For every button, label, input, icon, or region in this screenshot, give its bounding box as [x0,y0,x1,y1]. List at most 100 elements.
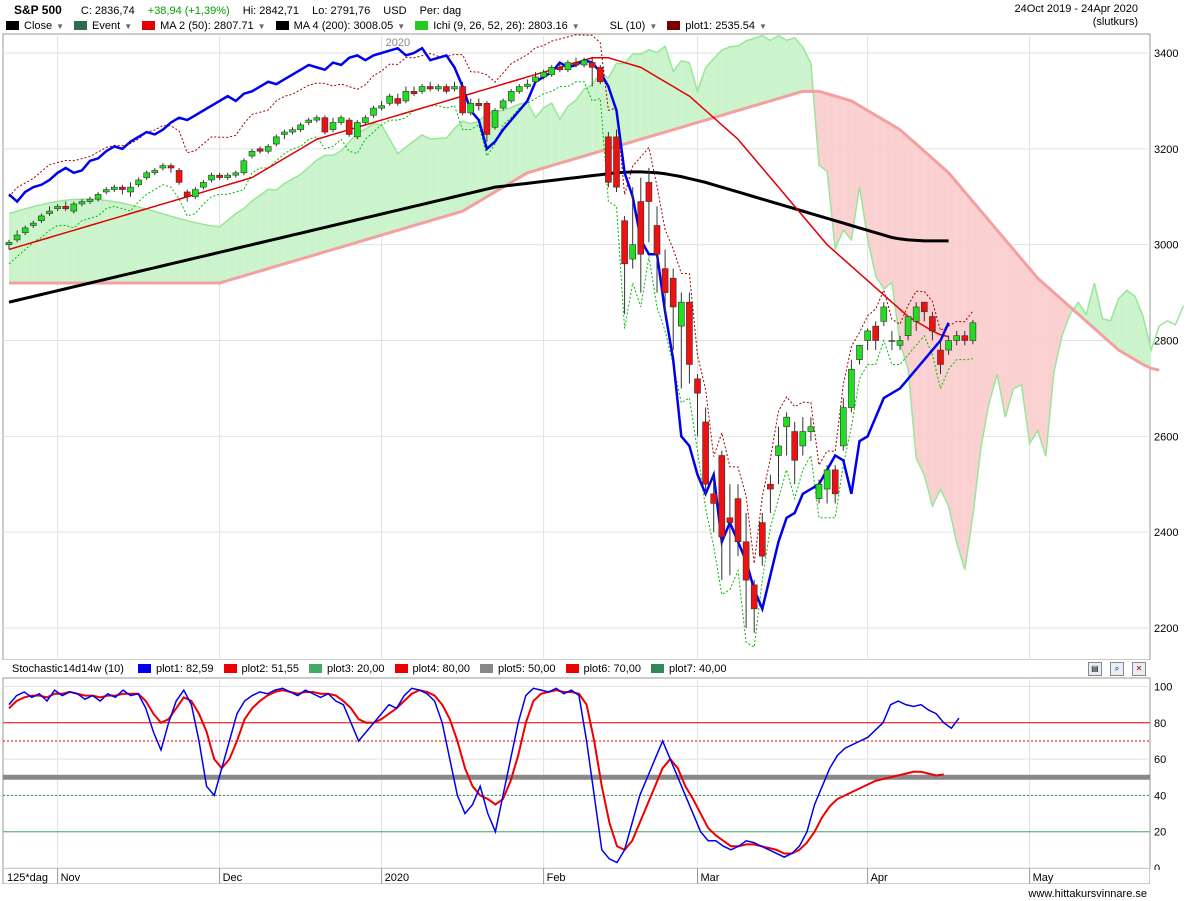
chevron-down-icon[interactable]: ▼ [649,22,658,31]
candle [451,81,458,92]
candle-body [961,335,969,341]
candle-body [775,445,782,456]
month-label: Feb [547,872,566,884]
magnify-icon[interactable]: ⌕ [1109,662,1124,676]
cloud-segment [738,40,747,111]
cloud-segment [1029,268,1038,444]
cloud-segment [665,46,674,133]
y-tick-label: 2600 [1154,431,1178,443]
candle-body [248,150,256,157]
cloud-segment [956,182,965,570]
chevron-down-icon[interactable]: ▼ [257,22,266,31]
candle-body [70,203,78,212]
legend-item-5[interactable]: SL (10) ▼ [589,19,658,32]
candle-body [815,483,823,499]
candle-body [232,172,240,176]
legend-swatch [480,664,493,673]
cloud-segment [98,199,107,283]
cloud-segment [1086,283,1095,329]
legend-item-1[interactable]: Event ▼ [74,20,132,32]
candle-body [402,91,410,102]
cloud-segment [389,139,398,233]
candle [232,170,240,178]
candle [702,407,709,494]
candle [880,302,888,327]
candle [556,62,564,73]
candle [629,187,637,269]
legend-item-0[interactable]: Close ▼ [6,20,64,32]
candle-body [394,98,402,104]
cloud-segment [729,46,738,113]
cloud-segment [146,209,155,283]
cloud-segment [503,107,512,188]
candle-body [653,225,661,255]
candle [605,132,612,188]
candle-body [378,105,385,109]
cloud-segment [41,202,50,283]
candle-body [467,103,475,114]
chevron-down-icon[interactable]: ▼ [759,22,767,31]
candle [726,484,734,576]
legend-item-2[interactable]: MA 2 (50): 2807.71 ▼ [142,20,266,32]
candle-body [791,431,799,461]
cloud-segment [981,211,990,448]
candle-body [240,160,248,174]
footer-url[interactable]: www.hittakursvinnare.se [1028,888,1147,900]
cloud-segment [154,211,163,283]
candle [791,421,799,485]
legend-swatch [589,19,605,30]
plot1-line [8,34,974,564]
legend-swatch [651,664,664,673]
ma50-line [8,57,949,338]
close-icon[interactable]: ✕ [1132,662,1146,676]
cloud-segment [438,138,447,219]
candle [394,93,402,106]
candle-body [305,119,313,123]
candle-body [596,67,604,83]
legend-label: plot4: 80,00 [412,663,471,675]
cloud-segment [867,110,876,277]
cloud-segment [341,141,350,248]
cloud-segment [640,49,649,140]
candle [491,108,499,130]
candle [475,98,483,111]
low-value: Lo: 2791,76 [312,5,371,17]
candle-body [637,201,645,255]
osc-legend-item-0: plot1: 82,59 [138,663,214,675]
high-value: Hi: 2842,71 [242,5,300,17]
candle-body [175,170,183,183]
candle [345,117,353,137]
candle-body [38,215,45,222]
cloud-segment [243,200,252,276]
chevron-down-icon[interactable]: ▼ [397,22,406,31]
cloud-segment [527,102,536,173]
candle-body [54,206,61,210]
date-range: 24Oct 2019 - 24Apr 2020 (slutkurs) [1014,3,1138,29]
oscillator-chart[interactable]: 0 20 40 60 80 100 [0,660,1195,870]
candle [961,330,969,346]
legend-item-4[interactable]: Ichi (9, 26, 52, 26): 2803.16 ▼ [415,20,580,32]
price-chart[interactable]: 2200 2400 2600 2800 3000 3200 3400 2020 [0,0,1195,660]
x-axis-frame [2,868,1150,884]
candle [86,196,94,204]
chevron-down-icon[interactable]: ▼ [571,22,580,31]
candle [499,98,507,111]
chevron-down-icon[interactable]: ▼ [124,22,133,31]
save-icon[interactable]: ▤ [1087,662,1102,676]
osc-tick-label: 100 [1154,682,1172,694]
cloud-segment [284,179,293,264]
candle-body [224,174,231,178]
candle-body [370,107,377,116]
chevron-down-icon[interactable]: ▼ [56,22,65,31]
candle [515,84,523,94]
candle-body [937,349,944,365]
candle-body [5,241,13,245]
legend-item-6[interactable]: plot1: 2535.54 ▼ [667,20,767,32]
candle [410,86,418,97]
candle-body [686,301,693,365]
candle-body [192,189,199,198]
cloud-segment [989,220,998,404]
cloud-segment [657,46,666,135]
legend-item-3[interactable]: MA 4 (200): 3008.05 ▼ [275,20,406,32]
cloud-segment [227,213,236,281]
